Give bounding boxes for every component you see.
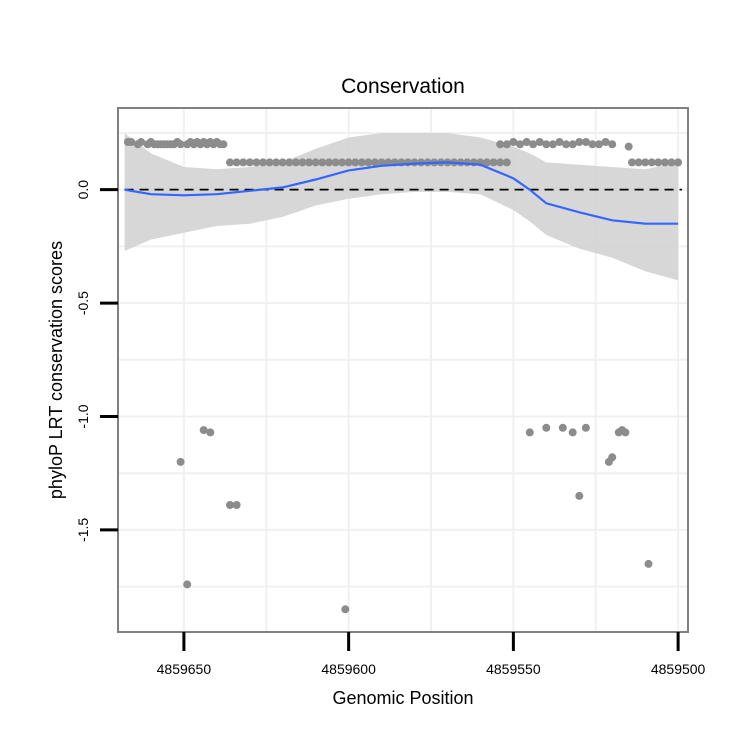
data-point: [338, 158, 346, 167]
data-point: [634, 158, 643, 167]
data-point: [624, 142, 633, 151]
data-point: [516, 140, 524, 149]
data-point: [176, 457, 185, 466]
data-point: [183, 580, 192, 589]
data-point: [265, 158, 274, 167]
x-axis-title: Genomic Position: [332, 688, 473, 708]
data-point: [502, 158, 511, 167]
data-point: [341, 605, 350, 614]
data-point: [575, 491, 584, 500]
plot-panel: [117, 107, 689, 633]
data-point: [252, 158, 261, 167]
confidence-ribbon: [124, 133, 679, 281]
data-point: [628, 158, 636, 167]
data-point: [483, 158, 491, 167]
data-point: [351, 158, 360, 167]
y-tick-label: 0.0: [75, 180, 91, 200]
panel-border: [117, 107, 689, 633]
data-point: [199, 426, 208, 435]
data-point: [529, 140, 538, 149]
data-point: [176, 140, 185, 149]
y-tick-label: -0.5: [75, 291, 91, 315]
data-point: [555, 138, 564, 146]
data-point: [226, 158, 234, 167]
loess-fit-line: [124, 161, 679, 225]
x-axis: 4859650 4859600 4859550 4859500: [157, 632, 706, 677]
data-point: [522, 138, 531, 146]
data-point: [364, 158, 373, 167]
data-point: [647, 158, 656, 167]
data-point: [667, 158, 676, 167]
data-point: [311, 158, 320, 167]
data-point: [137, 138, 146, 146]
data-point: [654, 158, 663, 167]
data-point: [588, 140, 597, 149]
data-point: [581, 138, 590, 146]
data-point: [601, 138, 610, 146]
data-point: [644, 559, 653, 568]
data-point: [595, 140, 603, 149]
data-point: [357, 158, 366, 167]
data-point: [525, 428, 534, 437]
data-point: [206, 428, 215, 437]
data-point: [245, 158, 254, 167]
data-point: [318, 158, 327, 167]
data-point: [496, 140, 505, 149]
data-point: [608, 140, 617, 149]
data-point: [641, 158, 650, 167]
data-point: [568, 140, 577, 149]
data-point: [344, 158, 353, 167]
data-point: [331, 158, 340, 167]
data-point: [285, 158, 294, 167]
data-point: [575, 138, 584, 146]
data-point: [298, 158, 307, 167]
data-point: [226, 501, 234, 509]
y-axis-title: phyloP LRT conservation scores: [46, 241, 66, 499]
data-point: [232, 158, 241, 167]
chart-title: Conservation: [341, 75, 465, 98]
data-point: [509, 138, 518, 146]
data-point: [568, 428, 577, 437]
y-axis: 0.0 -0.5 -1.0 -1.5: [75, 180, 118, 542]
data-point: [489, 158, 498, 167]
data-point: [562, 140, 571, 149]
data-point: [259, 158, 267, 167]
x-tick-label: 4859550: [486, 661, 541, 677]
data-point: [272, 158, 281, 167]
data-point: [127, 138, 136, 146]
data-point: [371, 158, 379, 167]
x-tick-label: 4859500: [651, 661, 706, 677]
data-point: [232, 501, 241, 509]
x-axis-ticks: 4859650 4859600 4859550 4859500: [157, 632, 706, 677]
y-tick-label: -1.0: [75, 404, 91, 428]
data-point: [496, 158, 505, 167]
data-point: [305, 158, 314, 167]
data-point: [219, 140, 228, 149]
data-point: [502, 140, 511, 149]
data-point: [377, 158, 386, 167]
data-point: [291, 158, 300, 167]
y-axis-ticks: 0.0 -0.5 -1.0 -1.5: [75, 180, 118, 542]
data-point: [558, 423, 567, 432]
data-point: [621, 428, 630, 437]
data-point: [278, 158, 287, 167]
data-point: [324, 158, 333, 167]
x-tick-label: 4859600: [321, 661, 376, 677]
data-point: [674, 158, 683, 167]
data-point: [542, 423, 551, 432]
data-point: [535, 138, 544, 146]
data-point: [548, 140, 557, 149]
x-tick-label: 4859650: [157, 661, 212, 677]
data-point: [239, 158, 248, 167]
y-tick-label: -1.5: [75, 518, 91, 542]
data-point: [542, 140, 551, 149]
data-point: [608, 453, 617, 462]
data-point: [581, 423, 590, 432]
data-point: [660, 158, 669, 167]
